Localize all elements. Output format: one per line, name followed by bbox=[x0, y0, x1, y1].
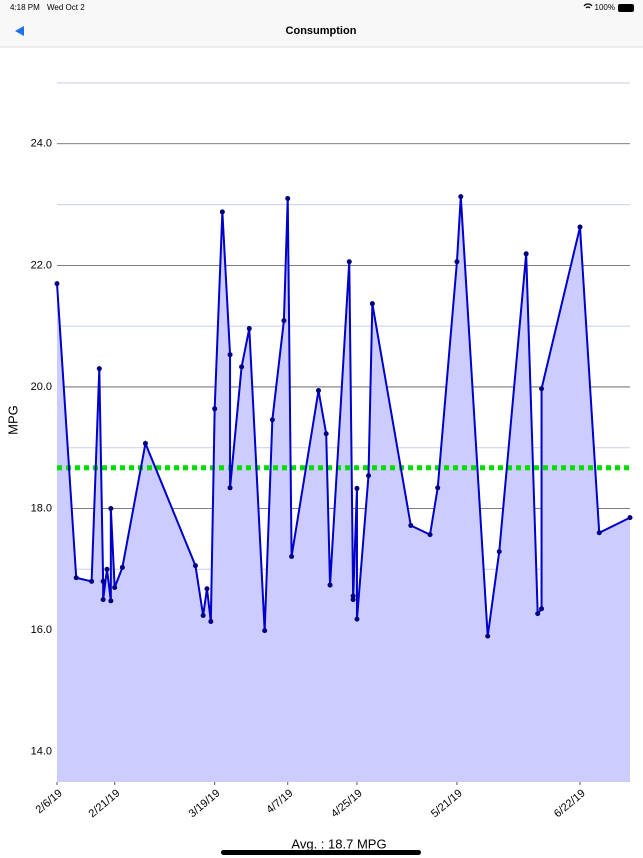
point bbox=[535, 611, 541, 617]
point bbox=[350, 593, 356, 599]
point bbox=[100, 597, 106, 603]
point bbox=[577, 224, 583, 230]
wifi-icon bbox=[583, 3, 593, 9]
point bbox=[627, 515, 633, 521]
header-bg bbox=[0, 0, 643, 47]
point bbox=[596, 530, 602, 536]
y-tick-label: 18.0 bbox=[31, 502, 52, 514]
point bbox=[96, 366, 102, 372]
x-tick-label: 6/22/19 bbox=[552, 787, 588, 820]
point bbox=[246, 326, 252, 332]
point bbox=[269, 417, 275, 423]
point bbox=[496, 549, 502, 555]
x-tick-label: 4/7/19 bbox=[264, 787, 295, 816]
point bbox=[73, 575, 79, 581]
y-tick-label: 24.0 bbox=[31, 138, 52, 150]
point bbox=[369, 301, 375, 307]
point bbox=[54, 281, 60, 287]
battery-icon bbox=[618, 4, 634, 12]
point bbox=[227, 352, 233, 358]
back-button[interactable] bbox=[15, 26, 24, 36]
point bbox=[327, 582, 333, 588]
nav-title: Consumption bbox=[286, 25, 357, 37]
point bbox=[316, 388, 322, 394]
point bbox=[365, 473, 371, 479]
point bbox=[485, 633, 491, 639]
point bbox=[354, 485, 360, 491]
point bbox=[435, 485, 441, 491]
point bbox=[219, 209, 225, 215]
point bbox=[408, 522, 414, 528]
point bbox=[200, 612, 206, 618]
point bbox=[281, 318, 287, 324]
point bbox=[285, 195, 291, 201]
point bbox=[239, 364, 245, 370]
point bbox=[350, 597, 356, 603]
status-date: Wed Oct 2 bbox=[47, 3, 85, 12]
point bbox=[104, 566, 110, 572]
x-tick-label: 2/6/19 bbox=[34, 787, 65, 816]
point bbox=[192, 563, 198, 569]
point bbox=[212, 406, 218, 412]
point bbox=[523, 251, 529, 257]
point bbox=[262, 628, 268, 634]
x-tick-label: 4/25/19 bbox=[329, 787, 365, 820]
y-tick-label: 16.0 bbox=[31, 624, 52, 636]
x-tick-label: 3/19/19 bbox=[187, 787, 223, 820]
x-tick-label: 2/21/19 bbox=[87, 787, 123, 820]
point bbox=[346, 259, 352, 265]
point bbox=[427, 532, 433, 538]
y-tick-label: 22.0 bbox=[31, 259, 52, 271]
point bbox=[458, 194, 464, 200]
point bbox=[227, 485, 233, 491]
point bbox=[112, 584, 118, 590]
y-axis-label: MPG bbox=[5, 405, 20, 435]
point bbox=[539, 606, 545, 612]
point bbox=[539, 386, 545, 392]
point bbox=[454, 259, 460, 265]
point bbox=[100, 578, 106, 584]
point bbox=[108, 505, 114, 511]
point bbox=[354, 616, 360, 622]
y-tick-label: 20.0 bbox=[31, 381, 52, 393]
y-tick-label: 14.0 bbox=[31, 746, 52, 758]
point bbox=[323, 431, 329, 437]
average-label: Avg. : 18.7 MPG bbox=[291, 836, 386, 851]
point bbox=[289, 553, 295, 559]
area bbox=[57, 196, 630, 783]
point bbox=[108, 598, 114, 604]
x-tick-label: 5/21/19 bbox=[429, 787, 465, 820]
point bbox=[208, 619, 214, 625]
point bbox=[89, 578, 95, 584]
point bbox=[142, 440, 148, 446]
point bbox=[119, 564, 125, 570]
status-time: 4:18 PM bbox=[10, 3, 40, 12]
status-battery: 100% bbox=[595, 3, 615, 12]
home-indicator bbox=[221, 850, 421, 855]
point bbox=[204, 586, 210, 592]
